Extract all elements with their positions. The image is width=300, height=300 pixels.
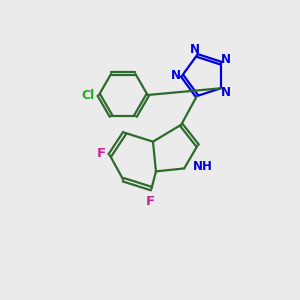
Text: N: N xyxy=(190,43,200,56)
Text: F: F xyxy=(146,195,154,208)
Text: Cl: Cl xyxy=(81,88,94,101)
Text: N: N xyxy=(221,53,231,66)
Text: N: N xyxy=(171,69,181,82)
Text: NH: NH xyxy=(193,160,212,172)
Text: F: F xyxy=(97,147,106,161)
Text: N: N xyxy=(221,85,231,99)
